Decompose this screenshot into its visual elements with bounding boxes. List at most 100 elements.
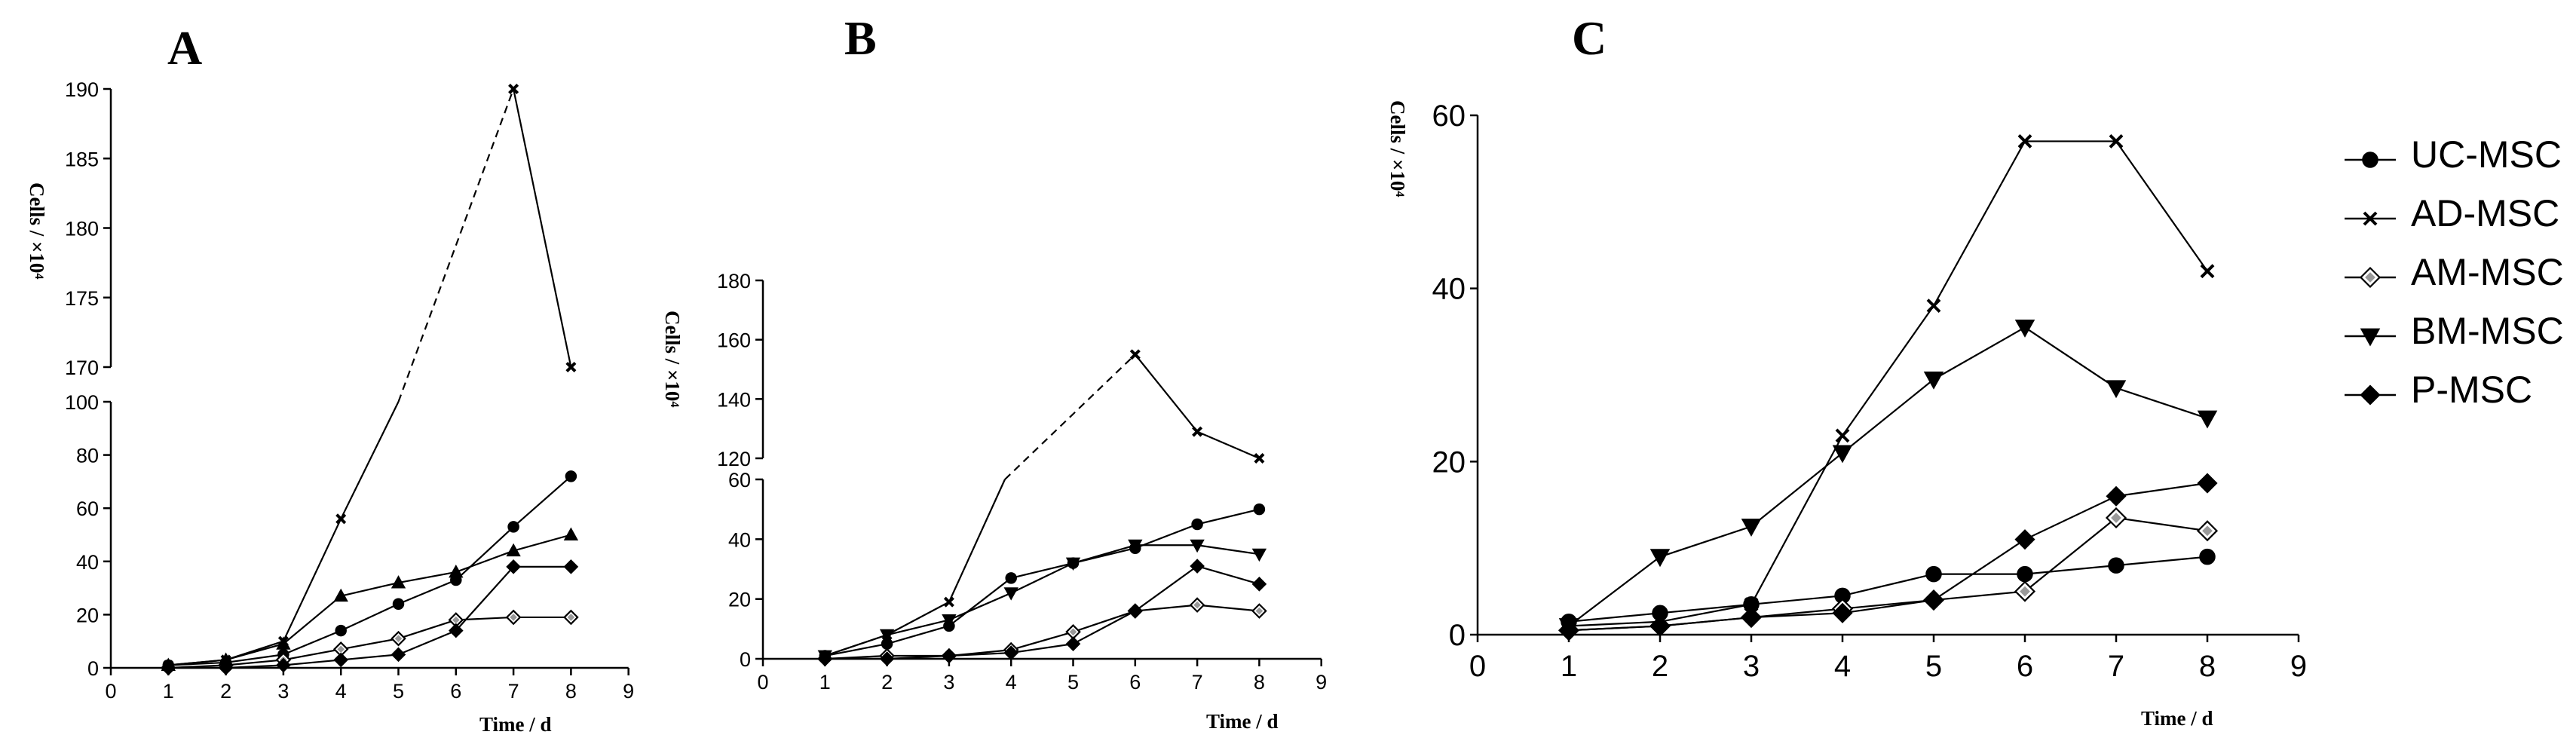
panel-b-series-p-msc-point-0 — [817, 651, 833, 666]
panel-b-x-tick-label-5: 5 — [1067, 671, 1079, 693]
panel-c-series-p-msc-point-4 — [1923, 589, 1944, 611]
panel-b-series-uc-msc-point-7 — [1253, 503, 1266, 516]
panel-c-series-uc-msc-segment-2 — [1751, 595, 1843, 605]
panel-c-series-bm-msc-segment-2 — [1751, 452, 1843, 528]
panel-b-series-bm-msc-point-1 — [879, 629, 895, 643]
panel-b-series-p-msc-segment-6 — [1196, 565, 1260, 585]
legend-marker-uc-msc — [2345, 152, 2396, 168]
panel-c-series-uc-msc-segment-3 — [1842, 573, 1934, 597]
panel-b-series-bm-msc-segment-0 — [824, 634, 887, 657]
panel-b-series-bm-msc-segment-3 — [1010, 562, 1074, 594]
panel-a-upper-y-tick-label-4: 190 — [65, 78, 99, 101]
panel-c-x-tick-label-0: 0 — [1469, 650, 1486, 683]
panel-a-ylabel: Cells / ×10⁴ — [26, 182, 48, 279]
panel-c-xlabel: Time / d — [2141, 707, 2213, 730]
panel-b-series-bm-msc-segment-4 — [1073, 544, 1136, 565]
panel-a-series-am-msc-segment-5 — [455, 616, 514, 621]
panel-c-series-am-msc-segment-4 — [1933, 590, 2026, 602]
panel-b-series-bm-msc-point-2 — [942, 614, 957, 628]
panel-a-series-p-msc-point-6 — [506, 559, 521, 574]
panel-b-series-uc-msc-point-6 — [1191, 518, 1203, 531]
panel-a-series-uc-msc-point-7 — [565, 470, 577, 482]
panel-c-series-bm-msc-point-1 — [1649, 549, 1671, 568]
panel-a-series-am-msc-segment-3 — [340, 638, 399, 651]
panel-c-series-ad-msc-segment-3 — [1842, 305, 1934, 436]
panel-c-x-tick-label-8: 8 — [2199, 650, 2216, 683]
panel-c-series-ad-msc-point-5 — [2017, 134, 2032, 148]
panel-c-series-ad-msc-segment-4 — [1933, 140, 2026, 307]
panel-b-series-ad-msc-segment-4 — [1134, 354, 1198, 433]
panel-c-series-uc-msc-segment-1 — [1659, 603, 1752, 614]
panel-c-series-ad-msc-segment-1 — [1659, 603, 1752, 623]
panel-c-series-p-msc-segment-5 — [2024, 495, 2117, 540]
panel-c-series-p-msc-point-3 — [1832, 602, 1853, 623]
panel-c-series-ad-msc-point-2 — [1744, 597, 1759, 612]
panel-c-series-p-msc-point-1 — [1649, 615, 1671, 637]
panel-a-series-bm-msc-segment-6 — [513, 534, 571, 552]
panel-b-x-tick-label-8: 8 — [1254, 671, 1265, 693]
legend-symbol-p-msc — [2360, 384, 2381, 406]
panel-c-series-am-msc-segment-6 — [2115, 516, 2208, 532]
legend-label-p-msc: P-MSC — [2411, 369, 2532, 411]
legend-symbol-ad-msc — [2363, 211, 2378, 226]
panel-b-series-p-msc-point-5 — [1127, 603, 1143, 619]
panel-a-lower-y-tick-label-3: 60 — [76, 497, 99, 520]
panel-a-series-uc-msc-segment-4 — [398, 579, 457, 605]
panel-a-series-bm-msc-segment-4 — [398, 571, 457, 584]
panel-b-upper-y-tick-label-1: 140 — [717, 388, 751, 411]
panel-a-series-p-msc-segment-2 — [283, 659, 342, 666]
panel-c-series-p-msc-segment-4 — [1933, 538, 2026, 601]
panel-a-series-bm-msc-segment-5 — [455, 550, 514, 573]
panel-a-series-am-msc-point-7 — [563, 609, 579, 626]
panel-a-x-tick-label-5: 5 — [393, 680, 404, 703]
panel-c-main-y-tick-label-0: 0 — [1449, 619, 1466, 652]
panel-a-x-tick-label-0: 0 — [105, 680, 116, 703]
panel-a-series-p-msc-segment-4 — [398, 629, 457, 656]
panel-c-series-bm-msc-point-4 — [1923, 371, 1944, 390]
panel-a-xlabel: Time / d — [479, 713, 552, 736]
panel-b-ylabel: Cells / ×10⁴ — [661, 311, 684, 407]
legend-item-ad-msc: AD-MSC — [2345, 192, 2559, 234]
panel-a-series-p-msc-point-3 — [333, 652, 349, 668]
legend-item-bm-msc: BM-MSC — [2345, 310, 2564, 352]
panel-b-series-bm-msc-point-6 — [1190, 539, 1205, 553]
panel-b-lower-y-tick-label-0: 0 — [740, 648, 751, 671]
panel-c-series-p-msc — [1558, 473, 2218, 641]
panel-c-series-p-msc-point-5 — [2014, 529, 2035, 550]
panel-c-series-p-msc-point-6 — [2106, 485, 2127, 507]
panel-c-series-bm-msc-point-5 — [2014, 319, 2035, 338]
panel-b-x-tick-label-6: 6 — [1129, 671, 1141, 693]
panel-b-xlabel: Time / d — [1206, 710, 1279, 733]
legend-item-p-msc: P-MSC — [2345, 369, 2532, 411]
panel-a-series-am-msc-segment-1 — [225, 659, 284, 666]
panel-a-axes: 0 1 2 3 4 5 6 7 8 9 0 20 40 60 80 100 170 175 180 185 190 — [65, 78, 634, 703]
panel-a-series-uc-msc-point-6 — [507, 521, 519, 533]
panel-b-series-bm-msc-point-5 — [1128, 539, 1143, 553]
panel-c-series-uc-msc-segment-5 — [2024, 565, 2117, 575]
panel-c-series-uc-msc-point-7 — [2199, 548, 2216, 565]
panel-b-series-bm-msc-point-3 — [1003, 587, 1018, 601]
panel-c-series-bm-msc — [1558, 319, 2218, 637]
panel-c-series-bm-msc-segment-5 — [2024, 326, 2117, 389]
panel-b-series-uc-msc-point-3 — [1005, 572, 1017, 584]
panel-b-series-uc-msc-segment-0 — [825, 643, 887, 657]
panel-c-series-bm-msc-point-3 — [1832, 445, 1853, 464]
panel-a-series-bm-msc-point-6 — [506, 543, 521, 557]
legend-symbol-bm-msc — [2360, 328, 2381, 347]
panel-c-series-am-msc-point-6 — [2105, 507, 2127, 529]
panel-a-series-uc-msc-segment-3 — [340, 603, 399, 632]
panel-a-lower-y-tick-label-5: 100 — [65, 391, 99, 414]
panel-b-x-tick-label-3: 3 — [943, 671, 954, 693]
panel-b-title: B — [844, 11, 877, 65]
panel-c-series-p-msc-segment-0 — [1568, 625, 1661, 632]
panel-c-main-y-tick-label-1: 20 — [1432, 445, 1466, 479]
panel-a-series-p-msc-point-2 — [276, 657, 291, 673]
panel-c-x-tick-label-5: 5 — [1925, 650, 1942, 683]
legend-marker-bm-msc — [2345, 328, 2396, 347]
panel-a-series-p-msc-point-7 — [563, 559, 579, 574]
panel-a-series-bm-msc-point-3 — [333, 588, 348, 602]
panel-a-series-uc-msc-point-3 — [335, 624, 347, 637]
panel-a-lower-y-tick-label-2: 40 — [76, 551, 99, 574]
panel-a-series-am-msc-point-6 — [505, 609, 522, 626]
panel-c-series-p-msc-point-0 — [1558, 620, 1579, 641]
